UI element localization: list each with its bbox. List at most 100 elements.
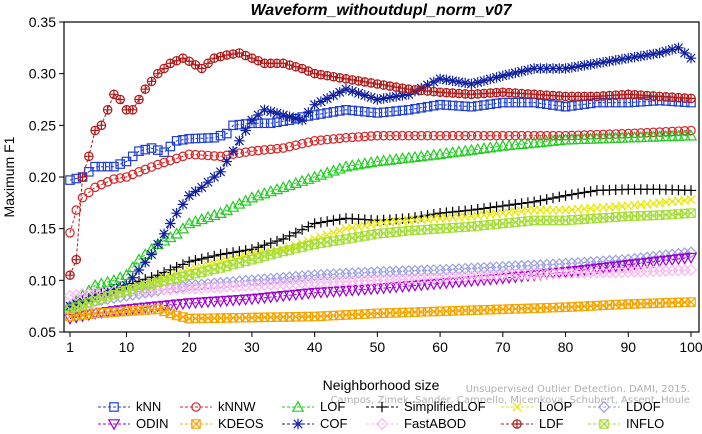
- data-point: [528, 268, 541, 281]
- data-point: [659, 249, 672, 262]
- data-point: [609, 254, 622, 267]
- data-point: [140, 144, 151, 155]
- data-point: [127, 272, 138, 283]
- data-point: [654, 47, 665, 59]
- data-point: [146, 162, 157, 172]
- data-point: [90, 296, 100, 306]
- legend-marker: [375, 417, 389, 431]
- data-point: [447, 100, 458, 111]
- data-point: [648, 127, 659, 138]
- data-point: [196, 63, 207, 74]
- data-point: [314, 276, 327, 289]
- data-point: [183, 279, 196, 292]
- data-point: [228, 120, 238, 131]
- legend: kNN kNNW LOF SimplifiedLOF LoOP LDOF ODIN KDEOS…: [98, 399, 664, 431]
- data-point: [503, 199, 515, 211]
- data-point: [541, 130, 552, 141]
- data-point: [308, 269, 321, 282]
- data-point: [372, 130, 383, 141]
- data-point: [353, 106, 364, 116]
- data-point: [397, 130, 408, 141]
- series-layer: [63, 42, 698, 326]
- legend-item-ldof: LDOF: [588, 399, 661, 414]
- data-point: [146, 143, 157, 153]
- data-point: [347, 105, 358, 116]
- data-point: [459, 262, 472, 275]
- series-lof: [63, 129, 698, 311]
- data-point: [283, 290, 296, 302]
- data-point: [371, 266, 384, 279]
- data-point: [220, 295, 234, 308]
- data-point: [209, 171, 220, 183]
- data-point: [521, 259, 534, 272]
- data-point: [176, 282, 189, 295]
- data-point: [447, 75, 458, 87]
- data-point: [529, 130, 539, 141]
- data-point: [684, 263, 698, 277]
- data-point: [509, 138, 522, 150]
- data-point: [95, 286, 108, 299]
- data-point: [134, 167, 144, 177]
- data-point: [554, 130, 565, 141]
- data-point: [540, 135, 553, 147]
- data-point: [65, 228, 75, 238]
- data-point: [403, 105, 414, 115]
- data-point: [158, 283, 171, 296]
- data-point: [240, 147, 251, 157]
- legend-label: LoOP: [539, 399, 572, 414]
- data-point: [201, 277, 215, 290]
- data-point: [541, 194, 552, 205]
- data-point: [454, 130, 464, 141]
- data-point: [234, 119, 245, 130]
- data-point: [623, 52, 634, 64]
- data-point: [227, 247, 239, 258]
- data-point: [579, 187, 590, 198]
- data-point: [309, 136, 320, 146]
- data-point: [415, 280, 428, 292]
- data-point: [190, 186, 201, 197]
- data-point: [165, 218, 176, 229]
- data-point: [115, 287, 125, 298]
- data-point: [277, 291, 290, 303]
- data-point: [303, 221, 314, 232]
- data-point: [190, 149, 201, 160]
- x-tick-label: 1: [66, 339, 74, 355]
- data-point: [334, 106, 345, 116]
- data-point: [315, 217, 327, 228]
- data-point: [685, 52, 697, 64]
- data-point: [384, 92, 396, 103]
- data-point: [416, 130, 427, 141]
- x-tick-label: 10: [119, 339, 135, 355]
- data-point: [102, 161, 113, 172]
- data-point: [365, 274, 378, 287]
- data-point: [378, 130, 389, 141]
- x-axis-label: Neighborhood size: [323, 377, 440, 393]
- data-point: [366, 131, 376, 141]
- data-point: [360, 131, 370, 142]
- data-point: [159, 306, 169, 317]
- data-point: [585, 59, 596, 70]
- data-point: [653, 264, 666, 278]
- data-point: [634, 258, 648, 270]
- data-point: [422, 130, 433, 141]
- data-point: [503, 268, 516, 282]
- data-point: [434, 207, 446, 219]
- data-point: [65, 304, 75, 315]
- legend-item-simplifiedlof: SimplifiedLOF: [366, 399, 486, 414]
- data-point: [84, 187, 94, 198]
- data-point: [609, 131, 622, 143]
- data-point: [303, 137, 314, 148]
- legend-marker: [376, 401, 388, 413]
- data-point: [335, 226, 345, 236]
- data-point: [203, 150, 213, 161]
- data-point: [309, 218, 320, 229]
- chart-title: Waveform_withoutdupl_norm_v07: [250, 2, 512, 19]
- data-point: [96, 179, 107, 190]
- data-point: [327, 268, 340, 281]
- data-point: [158, 228, 170, 240]
- data-point: [321, 216, 333, 227]
- data-point: [659, 255, 673, 267]
- data-point: [189, 297, 202, 310]
- data-point: [403, 84, 414, 94]
- data-point: [616, 54, 628, 65]
